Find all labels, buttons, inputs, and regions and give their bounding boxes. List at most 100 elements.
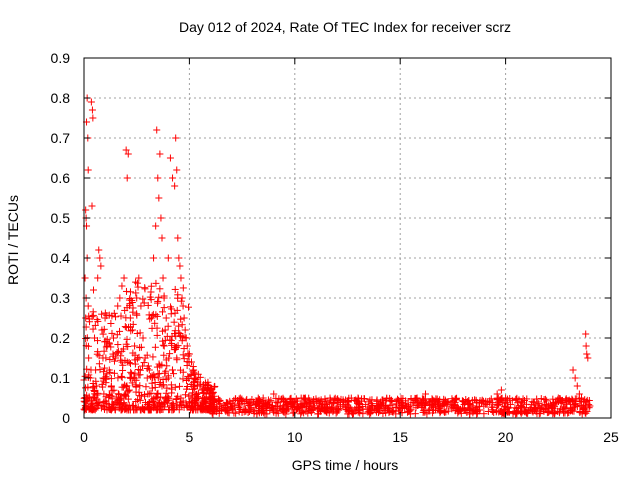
data-point: [421, 399, 429, 407]
data-point: [183, 403, 191, 411]
data-point: [152, 311, 160, 319]
data-point: [264, 396, 272, 404]
data-point: [433, 395, 441, 403]
data-point: [293, 397, 301, 405]
data-point: [170, 318, 178, 326]
data-point: [103, 399, 111, 407]
data-point: [107, 319, 115, 327]
data-point: [133, 310, 141, 318]
data-point: [136, 329, 144, 337]
data-point: [289, 398, 297, 406]
data-point: [116, 394, 124, 402]
data-point: [576, 407, 584, 415]
data-point: [171, 345, 179, 353]
data-point: [426, 405, 434, 413]
data-marks: [80, 94, 594, 418]
data-point: [147, 282, 155, 290]
data-point: [94, 398, 102, 406]
data-point: [164, 322, 172, 330]
data-point: [110, 334, 118, 342]
data-point: [174, 291, 182, 299]
data-point: [154, 370, 162, 378]
data-point: [469, 409, 477, 417]
data-point: [160, 342, 168, 350]
data-point: [305, 405, 313, 413]
data-point: [93, 382, 101, 390]
data-point: [275, 395, 283, 403]
data-point: [301, 394, 309, 402]
data-point: [155, 293, 163, 301]
data-point: [84, 166, 92, 174]
data-point: [505, 408, 513, 416]
data-point: [153, 390, 161, 398]
data-point: [225, 409, 233, 417]
data-point: [125, 386, 133, 394]
data-point: [194, 389, 202, 397]
data-point: [284, 400, 292, 408]
data-point: [163, 384, 171, 392]
data-point: [100, 374, 108, 382]
data-point: [473, 408, 481, 416]
data-point: [537, 395, 545, 403]
data-point: [84, 302, 92, 310]
data-point: [177, 315, 185, 323]
data-point: [524, 407, 532, 415]
data-point: [531, 404, 539, 412]
data-point: [180, 355, 188, 363]
data-point: [153, 312, 161, 320]
data-point: [149, 353, 157, 361]
data-point: [190, 366, 198, 374]
data-point: [158, 361, 166, 369]
data-point: [151, 319, 159, 327]
data-point: [140, 359, 148, 367]
data-point: [569, 366, 577, 374]
data-point: [132, 289, 140, 297]
data-point: [126, 288, 134, 296]
data-point: [93, 350, 101, 358]
data-point: [174, 234, 182, 242]
y-tick-label: 0.8: [51, 90, 71, 106]
data-point: [133, 279, 141, 287]
data-point: [560, 398, 568, 406]
data-point: [107, 375, 115, 383]
data-point: [102, 393, 110, 401]
data-point: [159, 337, 167, 345]
data-point: [127, 368, 135, 376]
data-point: [502, 394, 510, 402]
data-point: [153, 126, 161, 134]
data-point: [130, 375, 138, 383]
data-point: [354, 408, 362, 416]
data-point: [165, 396, 173, 404]
data-point: [119, 366, 127, 374]
data-point: [558, 397, 566, 405]
data-point: [549, 409, 557, 417]
data-point: [170, 370, 178, 378]
data-point: [381, 402, 389, 410]
data-point: [134, 283, 142, 291]
data-point: [123, 358, 131, 366]
data-point: [95, 246, 103, 254]
data-point: [114, 302, 122, 310]
data-point: [131, 369, 139, 377]
data-point: [520, 404, 528, 412]
y-tick-label: 0.7: [51, 130, 71, 146]
data-point: [84, 383, 92, 391]
data-point: [179, 351, 187, 359]
data-point: [88, 202, 96, 210]
data-point: [179, 284, 187, 292]
data-point: [178, 337, 186, 345]
data-point: [294, 405, 302, 413]
data-point: [132, 381, 140, 389]
data-point: [112, 354, 120, 362]
data-point: [266, 406, 274, 414]
data-point: [103, 406, 111, 414]
data-point: [160, 398, 168, 406]
data-point: [223, 400, 231, 408]
data-point: [494, 402, 502, 410]
data-point: [93, 315, 101, 323]
data-point: [110, 357, 118, 365]
data-point: [123, 405, 131, 413]
data-point: [189, 406, 197, 414]
data-point: [103, 342, 111, 350]
